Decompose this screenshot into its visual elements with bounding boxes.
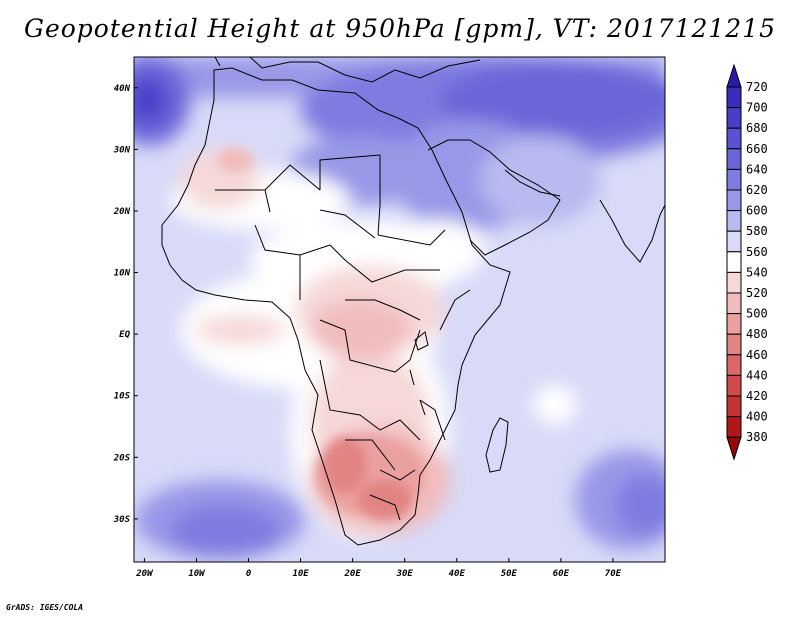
india-coastline: [599, 199, 665, 263]
colorbar-swatch: [726, 374, 742, 397]
colorbar-swatch: [726, 168, 742, 191]
colorbar-swatch: [726, 189, 742, 212]
latitude-axis: 40N 30N 20N 10N EQ 10S 20S 30S: [113, 84, 138, 525]
colorbar-bottom-arrow: [726, 436, 742, 461]
colorbar-label: 680: [746, 121, 768, 135]
colorbar-swatch: [726, 292, 742, 315]
colorbar-swatch: [726, 313, 742, 335]
colorbar-label: 700: [746, 101, 768, 115]
lon-label: 50E: [501, 569, 518, 579]
colorbar-label: 400: [746, 410, 768, 424]
credit-label: GrADS: IGES/COLA: [6, 603, 84, 612]
lat-label: 30S: [113, 515, 131, 525]
colorbar-label: 660: [746, 142, 768, 156]
lat-label: 40N: [114, 84, 131, 94]
colorbar-swatch: [726, 86, 742, 109]
colorbar-label: 620: [746, 183, 768, 197]
colorbar-label: 500: [746, 307, 768, 321]
lon-label: 10W: [188, 569, 206, 579]
colorbar-swatch: [726, 210, 742, 232]
height-shading: [134, 57, 665, 562]
coastlines-and-borders: [161, 57, 665, 546]
lat-label: 20S: [113, 453, 131, 463]
colorbar-label: 640: [746, 162, 768, 176]
europe-coastline: [214, 57, 481, 83]
lon-label: 30E: [396, 569, 414, 579]
africa-coastline: [161, 67, 511, 546]
colorbar-label: 560: [746, 245, 768, 259]
colorbar-label: 600: [746, 204, 768, 218]
colorbar-swatch: [726, 230, 742, 253]
colorbar-swatch: [726, 354, 742, 376]
lat-label: 10N: [114, 269, 131, 279]
lat-label: 30N: [113, 145, 131, 155]
lon-label: 70E: [605, 569, 622, 579]
country-borders: [215, 154, 471, 521]
colorbar-label: 540: [746, 265, 768, 279]
madagascar: [485, 417, 509, 473]
lat-label: EQ: [119, 330, 130, 340]
longitude-axis: 20W 10W 0 10E 20E 30E 40E 50E 60E 70E: [135, 558, 622, 579]
colorbar-label: 460: [746, 348, 768, 362]
map-title: Geopotential Height at 950hPa [gpm], VT:…: [23, 14, 777, 43]
colorbar-swatch: [726, 416, 742, 438]
colorbar-label: 380: [746, 430, 768, 444]
colorbar-label: 720: [746, 80, 768, 94]
lon-label: 10E: [292, 569, 309, 579]
colorbar-swatch: [726, 333, 742, 356]
colorbar-swatch: [726, 251, 742, 273]
map-frame: [133, 56, 666, 563]
persian-gulf: [504, 169, 561, 197]
lon-label: 40E: [449, 569, 466, 579]
colorbar: 720 700 680 660 640 620 600 580 560 540 520 500 480 4…: [726, 63, 768, 461]
colorbar-swatch: [726, 107, 742, 129]
lon-label: 0: [246, 569, 252, 579]
lon-label: 20E: [344, 569, 362, 579]
lon-label: 60E: [553, 569, 570, 579]
lat-label: 20N: [113, 207, 131, 217]
lakes: [409, 331, 429, 416]
arabia-coastline: [427, 139, 561, 256]
lat-label: 10S: [114, 392, 131, 402]
colorbar-swatch: [726, 148, 742, 170]
colorbar-top-arrow: [726, 63, 742, 88]
colorbar-label: 580: [746, 224, 768, 238]
colorbar-swatch: [726, 395, 742, 418]
colorbar-label: 440: [746, 368, 768, 382]
colorbar-label: 520: [746, 286, 768, 300]
colorbar-swatch: [726, 127, 742, 150]
lon-label: 20W: [135, 569, 154, 579]
colorbar-label: 420: [746, 389, 768, 403]
colorbar-swatch: [726, 271, 742, 294]
colorbar-label: 480: [746, 327, 768, 341]
